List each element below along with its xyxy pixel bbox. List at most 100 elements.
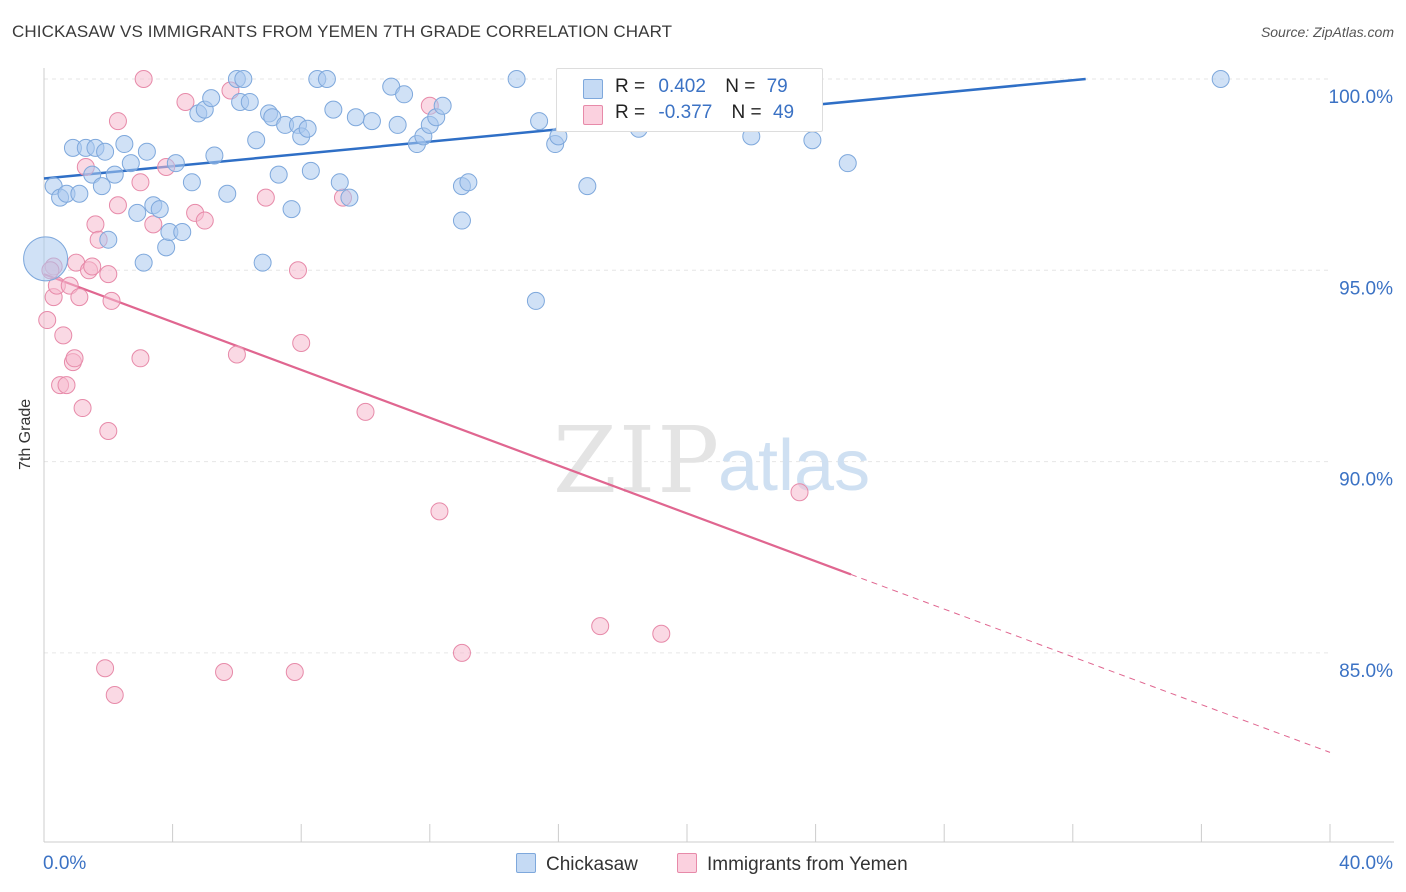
data-point-chickasaw bbox=[324, 100, 343, 119]
data-point-chickasaw bbox=[317, 70, 336, 88]
bottom-legend-label: Immigrants from Yemen bbox=[707, 854, 908, 875]
grid-lines bbox=[44, 78, 1330, 654]
data-point-chickasaw bbox=[173, 223, 192, 242]
data-point-chickasaw bbox=[452, 211, 471, 230]
data-point-chickasaw bbox=[346, 108, 365, 127]
data-point-yemen bbox=[288, 261, 307, 280]
data-point-chickasaw bbox=[121, 154, 140, 173]
bottom-legend-swatch-pink bbox=[677, 853, 697, 873]
data-point-chickasaw bbox=[202, 89, 221, 108]
legend-swatch-pink bbox=[583, 105, 603, 125]
data-point-yemen bbox=[591, 617, 610, 636]
data-point-chickasaw bbox=[115, 135, 134, 154]
x-tick-label: 40.0% bbox=[1339, 853, 1393, 874]
data-point-yemen bbox=[96, 659, 115, 678]
data-point-chickasaw bbox=[362, 112, 381, 131]
data-point-yemen bbox=[108, 112, 127, 131]
data-point-chickasaw bbox=[137, 142, 156, 161]
data-point-chickasaw bbox=[253, 253, 272, 272]
data-point-yemen bbox=[57, 376, 76, 395]
data-point-yemen bbox=[65, 349, 84, 368]
series-immigrants-from-yemen bbox=[38, 70, 809, 704]
data-point-chickasaw bbox=[240, 92, 259, 111]
legend-n-label: N = bbox=[725, 76, 756, 97]
bottom-legend-yemen: Immigrants from Yemen bbox=[677, 853, 908, 876]
data-point-yemen bbox=[134, 70, 153, 88]
y-tick-label: 95.0% bbox=[1339, 278, 1393, 299]
x-tick-label: 0.0% bbox=[43, 853, 86, 874]
data-point-chickasaw bbox=[70, 184, 89, 203]
correlation-legend: R = 0.402 N = 79 R = -0.377 N = 49 bbox=[556, 68, 823, 132]
data-point-chickasaw bbox=[247, 131, 266, 150]
data-point-yemen bbox=[652, 624, 671, 643]
data-point-yemen bbox=[108, 196, 127, 215]
data-point-chickasaw bbox=[166, 154, 185, 173]
data-point-chickasaw bbox=[838, 154, 857, 173]
data-point-yemen bbox=[292, 333, 311, 352]
y-tick-label: 90.0% bbox=[1339, 470, 1393, 491]
data-point-chickasaw bbox=[218, 184, 237, 203]
data-point-chickasaw bbox=[128, 203, 147, 222]
watermark: ZIP atlas bbox=[553, 407, 870, 514]
axes bbox=[43, 68, 1394, 843]
data-point-chickasaw bbox=[150, 200, 169, 219]
data-point-yemen bbox=[176, 92, 195, 111]
data-point-yemen bbox=[54, 326, 73, 345]
data-point-chickasaw bbox=[301, 161, 320, 180]
data-point-yemen bbox=[430, 502, 449, 521]
legend-r-label: R = bbox=[615, 102, 646, 123]
source-credit: Source: ZipAtlas.com bbox=[1260, 24, 1394, 40]
data-point-yemen bbox=[131, 173, 150, 192]
data-point-chickasaw bbox=[340, 188, 359, 207]
bottom-legend-label: Chickasaw bbox=[546, 854, 638, 875]
data-point-yemen bbox=[83, 257, 102, 276]
data-point-yemen bbox=[144, 215, 163, 234]
data-point-chickasaw bbox=[134, 253, 153, 272]
y-axis-label: 7th Grade bbox=[17, 398, 34, 470]
data-point-yemen bbox=[215, 663, 234, 682]
data-point-chickasaw bbox=[433, 96, 452, 115]
data-point-chickasaw bbox=[803, 131, 822, 150]
data-point-yemen bbox=[356, 402, 375, 421]
y-tick-label: 85.0% bbox=[1339, 661, 1393, 682]
data-point-yemen bbox=[227, 345, 246, 364]
trend-line-yemen-extension bbox=[850, 573, 1331, 753]
legend-n-value: 49 bbox=[772, 102, 795, 123]
data-point-chickasaw bbox=[526, 291, 545, 310]
data-point-yemen bbox=[99, 265, 118, 284]
data-point-chickasaw bbox=[92, 177, 111, 196]
data-point-yemen bbox=[131, 349, 150, 368]
legend-r-value: 0.402 bbox=[658, 76, 706, 97]
bottom-legend-swatch-blue bbox=[516, 853, 536, 873]
data-point-chickasaw bbox=[105, 165, 124, 184]
data-point-yemen bbox=[195, 211, 214, 230]
data-point-chickasaw bbox=[99, 230, 118, 249]
data-point-chickasaw bbox=[298, 119, 317, 138]
data-point-chickasaw bbox=[330, 173, 349, 192]
chart-title: CHICKASAW VS IMMIGRANTS FROM YEMEN 7TH G… bbox=[12, 22, 673, 41]
trend-line-yemen bbox=[43, 273, 852, 576]
data-point-yemen bbox=[790, 483, 809, 502]
data-point-yemen bbox=[86, 215, 105, 234]
data-point-chickasaw bbox=[234, 70, 253, 88]
data-point-chickasaw bbox=[182, 173, 201, 192]
data-point-chickasaw bbox=[282, 200, 301, 219]
legend-r-value: -0.377 bbox=[658, 102, 713, 123]
y-tick-label: 100.0% bbox=[1329, 87, 1394, 108]
data-point-chickasaw bbox=[507, 70, 526, 88]
data-point-chickasaw bbox=[157, 238, 176, 257]
data-point-chickasaw bbox=[205, 146, 224, 165]
data-point-yemen bbox=[73, 399, 92, 418]
legend-swatch-blue bbox=[583, 79, 603, 99]
bottom-legend-chickasaw: Chickasaw bbox=[516, 853, 638, 876]
data-point-yemen bbox=[70, 288, 89, 307]
data-point-yemen bbox=[38, 311, 57, 330]
data-point-chickasaw bbox=[1211, 70, 1230, 88]
data-point-yemen bbox=[285, 663, 304, 682]
data-point-chickasaw bbox=[388, 115, 407, 134]
tick-labels: 85.0% 90.0% 95.0% 100.0% 0.0% 40.0% bbox=[43, 87, 1393, 874]
data-point-chickasaw bbox=[530, 112, 549, 131]
legend-n-label: N = bbox=[731, 102, 762, 123]
data-point-chickasaw bbox=[459, 173, 478, 192]
